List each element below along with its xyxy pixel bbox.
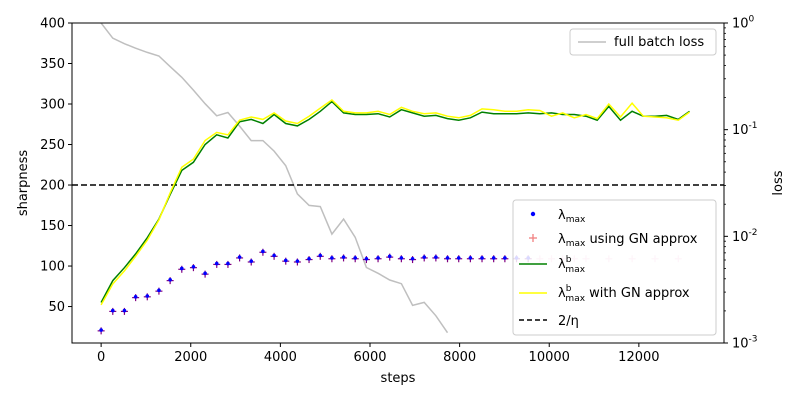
x-tick-label: 0: [97, 350, 105, 365]
x-tick-label: 8000: [443, 350, 476, 365]
y-tick-label: 150: [40, 219, 65, 234]
lambda-max-marker: [387, 254, 392, 259]
y-axis-right-label: loss: [771, 170, 786, 195]
lambda-max-marker: [214, 261, 219, 266]
lambda-max-marker: [410, 256, 415, 261]
y-tick-label: 350: [40, 57, 65, 72]
lambda-max-marker: [434, 255, 438, 259]
lambda-max-marker: [318, 253, 323, 258]
lambda-max-marker: [480, 256, 484, 260]
lambda-max-marker: [295, 259, 300, 263]
legend-top: full batch loss: [569, 28, 717, 56]
y-tick-label: 250: [40, 138, 65, 153]
lambda-max-marker: [272, 253, 276, 258]
y-axis-label: sharpness: [16, 150, 31, 217]
lambda-max-marker: [353, 256, 358, 260]
lambda-max-marker: [341, 255, 346, 259]
x-tick-label: 4000: [264, 350, 297, 365]
lambda-max-marker: [307, 256, 311, 261]
lambda-max-marker: [145, 294, 150, 298]
x-tick-label: 12000: [618, 350, 659, 365]
legend-lambda-gn-label: λmax using GN approx: [558, 232, 698, 249]
lambda-max-marker: [422, 255, 427, 259]
lambda-max-marker: [203, 271, 207, 276]
lambda-max-marker: [456, 256, 461, 260]
series-lines-layer: [72, 23, 724, 334]
lambda-max-marker: [376, 256, 380, 260]
lambda-max-marker: [237, 255, 242, 259]
y-tick-label: 400: [40, 17, 65, 32]
legend-bottom: λmax λmax using GN approx λb max λb max wi…: [512, 199, 717, 336]
lambda-max-marker: [261, 249, 265, 254]
lambda-max-marker: [330, 256, 334, 260]
y-tick-label: 300: [40, 98, 65, 113]
legend-lambda-gn-swatch: [529, 234, 537, 242]
y-tick-label: 50: [48, 300, 65, 315]
lambda-max-marker: [122, 308, 127, 313]
legend-lambda-b-gn-label: λb max with GN approx: [558, 284, 690, 304]
axes-layer: 0 2000 4000 6000 8000 10000 12000 50 100 150 200 25…: [40, 15, 757, 366]
lambda-max-marker: [468, 256, 473, 260]
y-tick-label: 200: [40, 179, 65, 194]
lambda-max-marker: [491, 256, 496, 260]
legend-top-box: [569, 28, 717, 56]
lambda-max-marker: [191, 265, 196, 269]
legend-threshold-label: 2/η: [558, 314, 579, 329]
legend-lambda-max-swatch: [530, 211, 536, 217]
lambda-max-marker: [168, 278, 172, 282]
plot-frame: [71, 22, 725, 344]
legend-loss-label: full batch loss: [614, 35, 704, 50]
lambda-max-marker: [99, 328, 103, 332]
x-axis-label: steps: [381, 371, 416, 386]
lambda-max-marker: [364, 256, 369, 261]
lambda-max-marker: [249, 259, 254, 263]
lambda-max-marker: [503, 256, 507, 260]
lambda-max-marker: [445, 256, 450, 260]
legend-bottom-box: [512, 199, 717, 336]
lambda-max-marker: [179, 266, 184, 271]
series-full-batch-loss-line: [100, 23, 449, 334]
lambda-max-marker: [226, 261, 230, 266]
lambda-max-marker: [283, 258, 288, 263]
series-lambda-b-gn-line: [100, 99, 690, 306]
x-tick-label: 6000: [353, 350, 386, 365]
series-lambda-b-line: [100, 100, 690, 303]
lambda-max-marker: [110, 308, 115, 313]
lambda-max-marker: [157, 288, 161, 293]
x-tick-label: 2000: [174, 350, 207, 365]
lambda-max-marker: [399, 256, 404, 260]
y-tick-label: 100: [40, 260, 65, 275]
x-tick-label: 10000: [529, 350, 570, 365]
lambda-max-marker: [133, 295, 138, 299]
